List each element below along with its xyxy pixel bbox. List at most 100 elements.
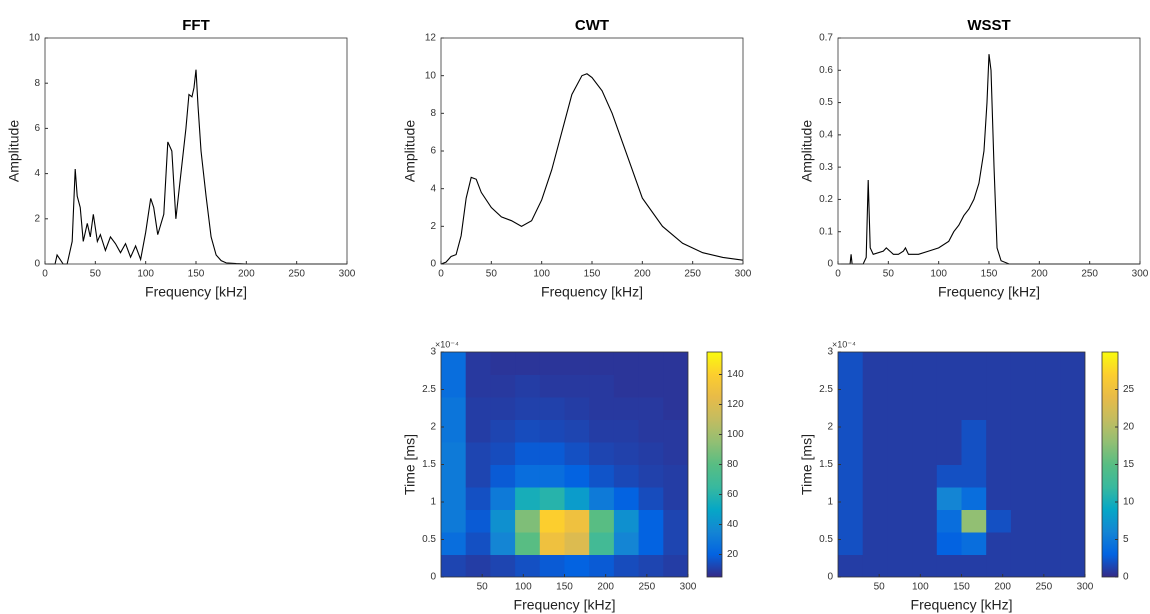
colorbar-tick-label: 100 <box>727 429 744 440</box>
x-tick-label: 0 <box>835 269 841 280</box>
heatmap-cell <box>515 487 541 510</box>
heatmap-cell <box>663 554 688 577</box>
y-tick-label: 1.5 <box>819 459 833 470</box>
x-tick-label: 100 <box>137 269 154 280</box>
heatmap-cell <box>539 419 565 443</box>
y-tick-label: 2.5 <box>819 384 833 395</box>
heatmap-cell <box>589 374 615 398</box>
heatmap-cell <box>441 442 467 465</box>
y-tick-label: 8 <box>34 78 40 89</box>
heatmap-cell <box>986 374 1012 398</box>
heatmap-cell <box>490 532 516 555</box>
heatmap-cell <box>564 397 590 420</box>
line <box>440 73 744 265</box>
heatmap-cell <box>1035 397 1061 420</box>
y-tick-label: 0.2 <box>819 194 833 205</box>
heatmap-cell <box>490 442 516 465</box>
heatmap-cell <box>1060 464 1085 488</box>
heatmap-cell <box>961 397 987 420</box>
x-axis-label: Frequency [kHz] <box>911 597 1013 613</box>
heatmap-cell <box>936 464 962 488</box>
heatmap-cell <box>441 532 467 555</box>
heatmap-cell <box>465 532 491 555</box>
heatmap-cell <box>961 419 987 443</box>
y-tick-label: 0 <box>430 259 436 270</box>
y-axis-label: Amplitude <box>799 120 815 182</box>
heatmap-cell <box>961 532 987 555</box>
heatmap-cell <box>862 352 888 375</box>
x-tick-label: 50 <box>477 582 489 593</box>
y-tick-label: 2 <box>430 221 436 232</box>
heatmap-cell <box>838 509 864 533</box>
y-tick-label: 2 <box>34 213 40 224</box>
heatmap-cell <box>961 487 987 510</box>
heatmap-cell <box>441 419 467 443</box>
heatmap-cell <box>465 442 491 465</box>
heatmap-cell <box>862 554 888 577</box>
y-axis-label: Amplitude <box>402 120 418 182</box>
colorbar-tick-label: 20 <box>1123 422 1135 433</box>
heatmap-cell <box>862 442 888 465</box>
heatmap-cell <box>961 554 987 577</box>
heatmap-cell <box>490 374 516 398</box>
heatmap-cell <box>862 532 888 555</box>
heatmap-cell <box>663 487 688 510</box>
heatmap-cell <box>613 419 640 443</box>
heatmap-cell <box>613 487 640 510</box>
x-tick-label: 300 <box>1132 269 1149 280</box>
y-multiplier: ×10⁻⁴ <box>832 339 856 349</box>
colorbar-tick-label: 80 <box>727 459 739 470</box>
heatmap-cell <box>887 554 913 577</box>
heatmap-cell <box>838 352 864 375</box>
y-tick-label: 3 <box>430 347 436 358</box>
y-multiplier: ×10⁻⁴ <box>435 339 459 349</box>
heatmap-cell <box>912 532 938 555</box>
heatmap-cell <box>1060 487 1085 510</box>
heatmap-cell <box>589 397 615 420</box>
heatmap-cell <box>441 464 467 488</box>
heatmap-cell <box>441 374 467 398</box>
heatmap-cell <box>564 509 590 533</box>
x-axis-label: Frequency [kHz] <box>145 284 247 300</box>
heatmap-cell <box>515 554 541 577</box>
heatmap-cell <box>663 532 688 555</box>
colorbar-tick-label: 120 <box>727 399 744 410</box>
x-tick-label: 150 <box>953 582 970 593</box>
heatmap-cell <box>564 374 590 398</box>
y-tick-label: 3 <box>827 347 833 358</box>
heatmap-cell <box>986 464 1012 488</box>
x-tick-label: 100 <box>533 269 550 280</box>
heatmap-cell <box>663 352 688 375</box>
heatmap-cell <box>564 554 590 577</box>
colorbar-tick-label: 140 <box>727 369 744 380</box>
heatmap <box>441 352 688 577</box>
heatmap-cell <box>1035 419 1061 443</box>
y-tick-label: 0.5 <box>819 534 833 545</box>
y-tick-label: 1 <box>430 497 436 508</box>
heatmap-cell <box>1060 352 1085 375</box>
y-tick-label: 0.7 <box>819 33 833 44</box>
axes-box <box>440 37 744 265</box>
heatmap-cell <box>539 532 565 555</box>
heatmap-cell <box>961 352 987 375</box>
heatmap-cell <box>936 487 962 510</box>
heatmap-cell <box>838 487 864 510</box>
heatmap-cell <box>887 464 913 488</box>
heatmap-cell <box>887 374 913 398</box>
heatmap-cell <box>589 464 615 488</box>
heatmap-cell <box>1060 397 1085 420</box>
heatmap-cell <box>862 509 888 533</box>
heatmap-cell <box>638 374 664 398</box>
heatmap-cell <box>1035 509 1061 533</box>
x-tick-label: 50 <box>486 269 498 280</box>
x-tick-label: 250 <box>288 269 305 280</box>
heatmap-cell <box>1060 374 1085 398</box>
heatmap-cell <box>589 419 615 443</box>
heatmap-cell <box>465 554 491 577</box>
heatmap-cell <box>564 419 590 443</box>
heatmap-cell <box>613 374 640 398</box>
heatmap-cell <box>539 464 565 488</box>
heatmap-cell <box>986 352 1012 375</box>
heatmap-cell <box>936 419 962 443</box>
